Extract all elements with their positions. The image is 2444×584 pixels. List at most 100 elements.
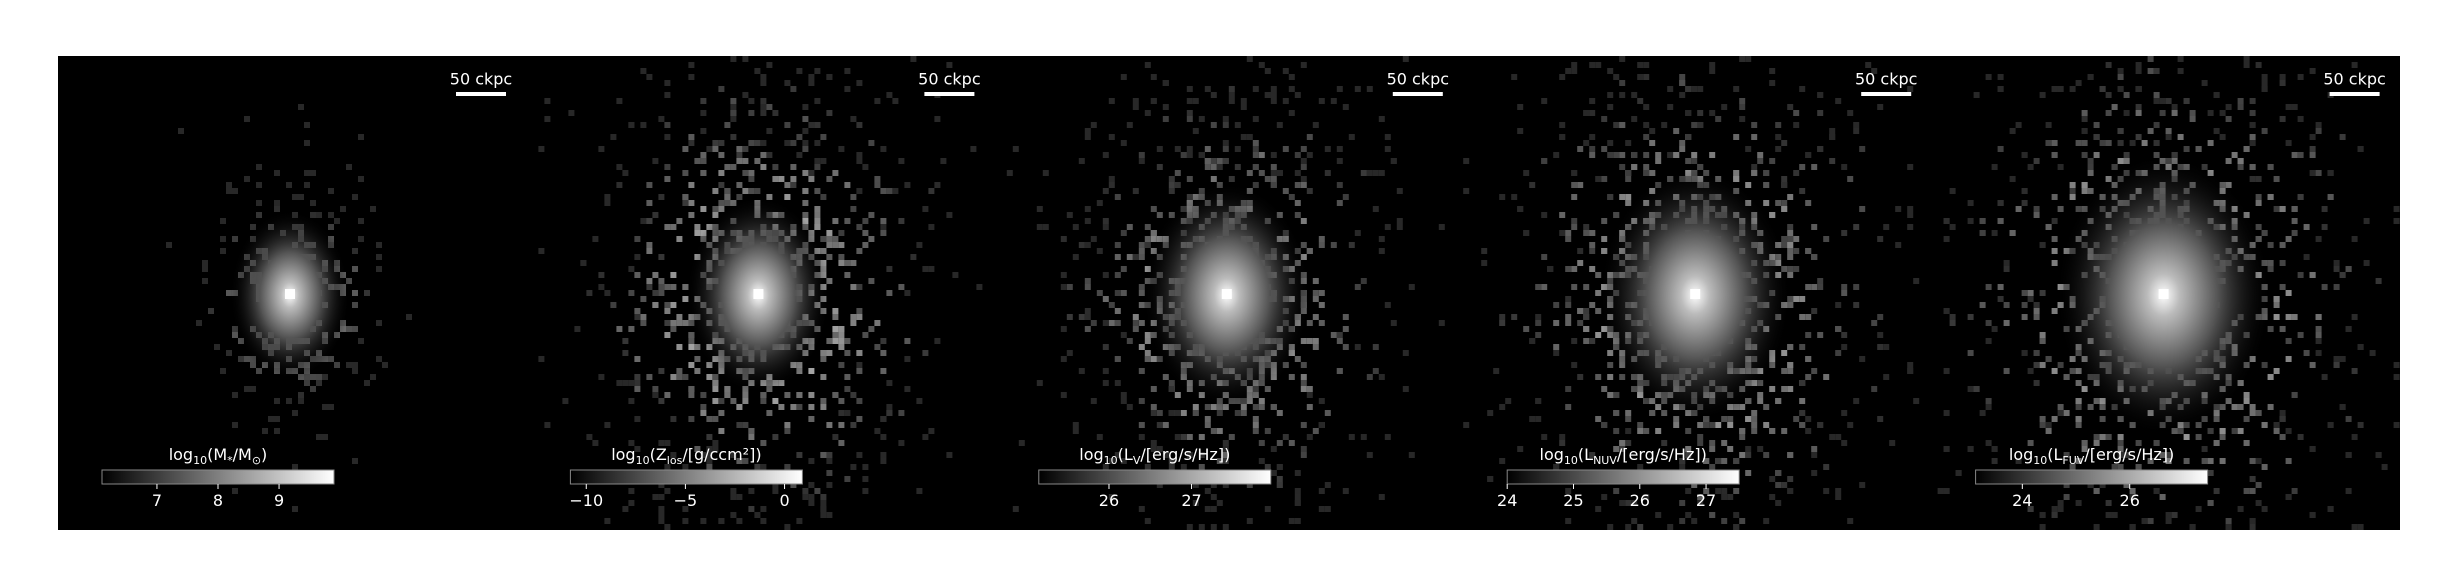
pixel — [712, 398, 719, 404]
pixel — [1294, 212, 1301, 218]
pixel — [1595, 176, 1602, 182]
pixel — [1222, 158, 1229, 164]
pixel — [1222, 524, 1229, 530]
pixel — [1481, 260, 1488, 266]
pixel — [1240, 98, 1247, 104]
pixel — [1216, 428, 1223, 434]
pixel — [1787, 224, 1794, 230]
pixel — [1300, 182, 1307, 188]
pixel — [1991, 446, 1998, 452]
pixel — [724, 386, 731, 392]
pixel — [1222, 440, 1229, 446]
pixel — [2285, 314, 2292, 320]
pixel — [298, 398, 304, 404]
pixel — [688, 182, 695, 188]
pixel — [1222, 482, 1229, 488]
pixel — [2015, 122, 2022, 128]
pixel — [814, 488, 821, 494]
pixel — [838, 230, 845, 236]
pixel — [1793, 236, 1800, 242]
pixel — [214, 344, 220, 350]
pixel — [346, 362, 352, 368]
pixel — [2345, 452, 2352, 458]
pixel — [700, 206, 707, 212]
pixel — [1156, 482, 1163, 488]
pixel — [2039, 422, 2046, 428]
pixel — [826, 422, 833, 428]
pixel — [1150, 230, 1157, 236]
pixel — [832, 392, 839, 398]
pixel — [904, 182, 911, 188]
pixel — [1270, 92, 1277, 98]
pixel — [2009, 128, 2016, 134]
pixel — [760, 74, 767, 80]
pixel — [1060, 236, 1067, 242]
pixel — [928, 224, 935, 230]
pixel — [1270, 404, 1277, 410]
pixel — [1709, 464, 1716, 470]
pixel — [694, 158, 701, 164]
pixel — [1084, 242, 1091, 248]
pixel — [1529, 182, 1536, 188]
pixel — [2153, 98, 2160, 104]
pixel — [1787, 242, 1794, 248]
pixel — [1517, 206, 1524, 212]
pixel — [1090, 236, 1097, 242]
pixel — [1607, 68, 1614, 74]
pixel — [1156, 410, 1163, 416]
pixel — [202, 278, 208, 284]
pixel — [2237, 158, 2244, 164]
pixel — [2099, 482, 2106, 488]
pixel — [1312, 428, 1319, 434]
pixel — [1354, 284, 1361, 290]
pixel — [754, 140, 761, 146]
pixel — [1619, 152, 1626, 158]
pixel — [1324, 410, 1331, 416]
pixel — [2009, 176, 2016, 182]
pixel — [2135, 68, 2142, 74]
pixel — [664, 92, 671, 98]
pixel — [2165, 128, 2172, 134]
pixel — [796, 518, 803, 524]
pixel — [1511, 194, 1518, 200]
pixel — [2207, 428, 2214, 434]
pixel — [1649, 140, 1656, 146]
pixel — [1150, 446, 1157, 452]
label-part: (L — [2047, 445, 2062, 464]
pixel — [652, 302, 659, 308]
pixel — [1210, 176, 1217, 182]
pixel — [2279, 434, 2286, 440]
pixel — [1703, 422, 1710, 428]
pixel — [856, 350, 863, 356]
pixel — [2273, 176, 2280, 182]
colorbar-tick-label: 26 — [1630, 491, 1650, 510]
pixel — [1204, 422, 1211, 428]
pixel — [538, 146, 545, 152]
pixel — [1559, 212, 1566, 218]
pixel — [2153, 68, 2160, 74]
pixel — [1601, 146, 1608, 152]
pixel — [1745, 470, 1752, 476]
pixel — [2189, 116, 2196, 122]
pixel — [1565, 68, 1572, 74]
pixel — [1595, 62, 1602, 68]
pixel — [802, 104, 809, 110]
pixel — [1601, 116, 1608, 122]
pixel — [808, 494, 815, 500]
pixel — [1979, 410, 1986, 416]
pixel — [1619, 92, 1626, 98]
pixel — [682, 146, 689, 152]
label-part: log — [1079, 445, 1103, 464]
pixel — [352, 326, 358, 332]
pixel — [2189, 110, 2196, 116]
pixel — [886, 380, 893, 386]
pixel — [760, 464, 767, 470]
pixel — [2111, 104, 2118, 110]
pixel — [2339, 134, 2346, 140]
pixel — [1745, 146, 1752, 152]
pixel — [2117, 74, 2124, 80]
pixel — [1883, 224, 1890, 230]
pixel — [2285, 428, 2292, 434]
pixel — [700, 110, 707, 116]
pixel — [1372, 170, 1379, 176]
